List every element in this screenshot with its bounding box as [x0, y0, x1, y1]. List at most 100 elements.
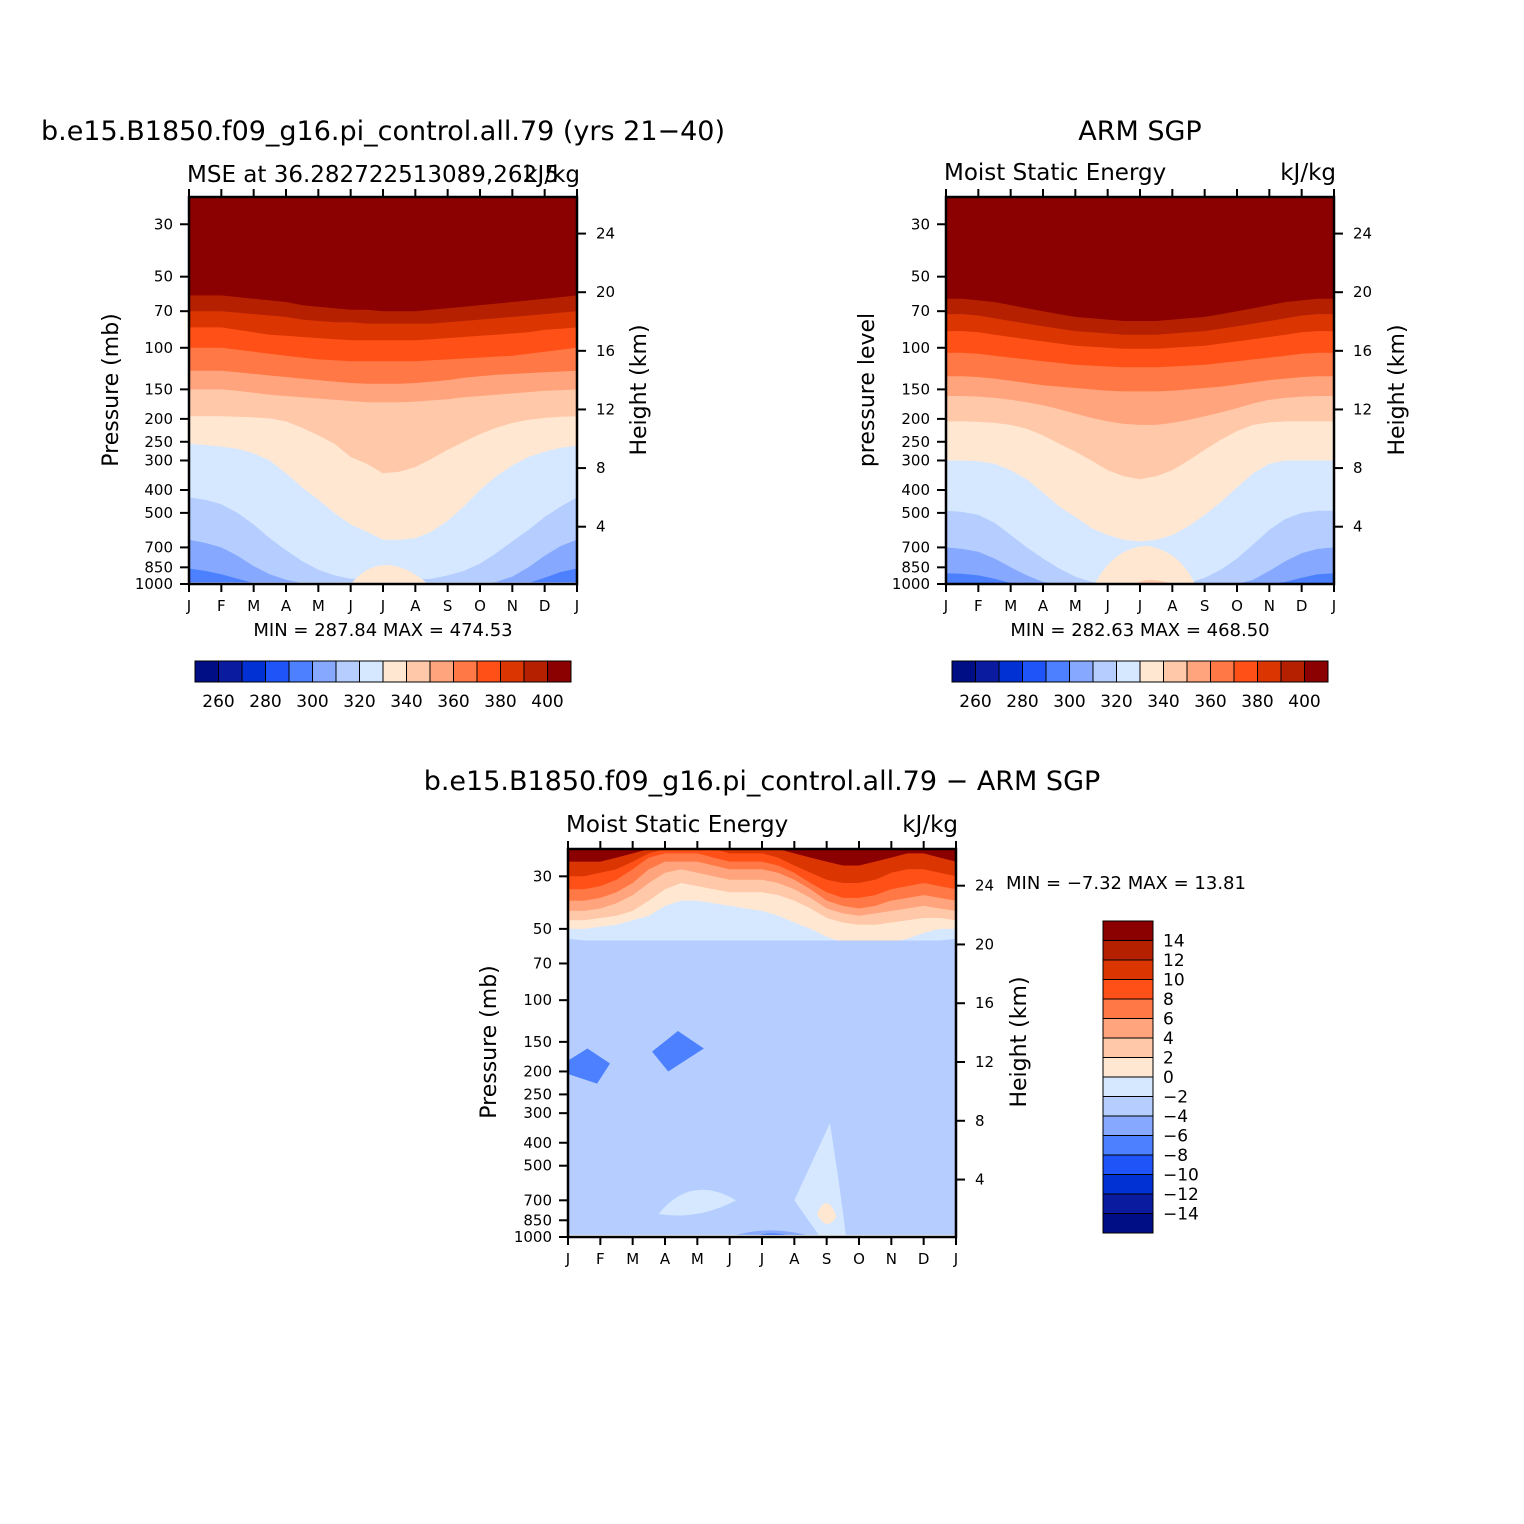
- x-tick-label: S: [1200, 597, 1210, 615]
- x-tick-label: J: [565, 1250, 570, 1268]
- y-tick-label: 700: [144, 538, 173, 556]
- colorbar-swatch: [1102, 940, 1154, 961]
- colorbar-swatch: [951, 660, 976, 683]
- y-tick-label-right: 24: [1353, 225, 1372, 243]
- y-tick-label-right: 12: [1353, 400, 1372, 418]
- colorbar-swatch: [406, 660, 431, 683]
- colorbar-label: −14: [1163, 1205, 1199, 1225]
- x-tick-label: M: [247, 597, 260, 615]
- colorbar-swatch: [218, 660, 243, 683]
- colorbar-label: −4: [1163, 1107, 1188, 1127]
- panel-obs-subtitle-left: Moist Static Energy: [944, 160, 1166, 186]
- x-tick-label: A: [789, 1250, 800, 1268]
- y-tick-label: 300: [901, 451, 930, 469]
- y-tick-label: 70: [154, 302, 173, 320]
- panel-obs-min-max: MIN = 282.63 MAX = 468.50: [1010, 620, 1269, 641]
- colorbar-swatch: [1186, 660, 1211, 683]
- y-tick-label: 50: [154, 268, 173, 286]
- colorbar-swatch: [1210, 660, 1235, 683]
- colorbar-label: 320: [1100, 692, 1132, 712]
- colorbar-label: −2: [1163, 1088, 1188, 1108]
- panel-diff-y-label: Pressure (mb): [477, 965, 502, 1119]
- x-tick-label: M: [626, 1250, 639, 1268]
- colorbar-swatch: [523, 660, 548, 683]
- colorbar-label: 340: [1147, 692, 1179, 712]
- colorbar-label: 280: [249, 692, 281, 712]
- panel-obs-colorbar: 260 280 300 320 340 360 380 400: [951, 660, 1329, 712]
- panel-model-min-max: MIN = 287.84 MAX = 474.53: [253, 620, 512, 641]
- y-tick-label: 250: [901, 433, 930, 451]
- colorbar-swatch: [1116, 660, 1141, 683]
- panel-model-title: b.e15.B1850.f09_g16.pi_control.all.79 (y…: [41, 116, 725, 147]
- x-tick-label: J: [1137, 597, 1142, 615]
- contour-band-warm-blob: [794, 1122, 847, 1237]
- x-tick-label: J: [726, 1250, 731, 1268]
- panel-obs-subtitle-right: kJ/kg: [1280, 160, 1336, 186]
- y-tick-label: 850: [901, 558, 930, 576]
- colorbar-swatch: [1102, 1018, 1154, 1039]
- colorbar-swatch: [1102, 1135, 1154, 1156]
- colorbar-swatch: [975, 660, 1000, 683]
- y-tick-label-right: 4: [596, 518, 606, 536]
- colorbar-label: 8: [1163, 990, 1174, 1010]
- contour-band-warm-core: [816, 1203, 837, 1225]
- x-tick-label: A: [1167, 597, 1178, 615]
- panel-model-subtitle-right: kJ/kg: [524, 162, 580, 188]
- x-tick-label: O: [474, 597, 486, 615]
- colorbar-swatch: [1280, 660, 1305, 683]
- contour-band: [946, 510, 1334, 584]
- y-tick-label: 100: [901, 339, 930, 357]
- y-tick-label: 500: [523, 1157, 552, 1175]
- contour-band-warm-blob: [658, 1189, 737, 1216]
- x-tick-label: F: [974, 597, 983, 615]
- y-tick-label: 500: [144, 504, 173, 522]
- x-tick-label: M: [312, 597, 325, 615]
- colorbar-label: 260: [202, 692, 234, 712]
- colorbar-swatch: [1163, 660, 1188, 683]
- y-tick-label: 150: [144, 380, 173, 398]
- x-tick-label: F: [596, 1250, 605, 1268]
- colorbar-label: 280: [1006, 692, 1038, 712]
- colorbar-swatch: [1102, 998, 1154, 1019]
- y-tick-label: 30: [533, 867, 552, 885]
- y-tick-label: 100: [523, 991, 552, 1009]
- y-tick-label: 400: [144, 481, 173, 499]
- y-tick-label: 70: [911, 302, 930, 320]
- panel-diff-y-label-right: Height (km): [1007, 976, 1032, 1107]
- colorbar-label: −12: [1163, 1185, 1199, 1205]
- colorbar-swatch: [1102, 1037, 1154, 1058]
- colorbar-swatch: [476, 660, 501, 683]
- x-tick-label: N: [507, 597, 518, 615]
- y-tick-label: 70: [533, 954, 552, 972]
- contour-band: [189, 497, 577, 584]
- y-tick-label: 400: [901, 481, 930, 499]
- panel-diff-subtitle-left: Moist Static Energy: [566, 812, 788, 838]
- y-tick-label: 850: [523, 1211, 552, 1229]
- colorbar-swatch: [1257, 660, 1282, 683]
- colorbar-swatch: [241, 660, 266, 683]
- y-tick-label: 500: [901, 504, 930, 522]
- panel-obs-y-label-right: Height (km): [1385, 324, 1410, 455]
- contour-band: [568, 938, 956, 1237]
- colorbar-swatch: [1102, 920, 1154, 941]
- colorbar-swatch: [382, 660, 407, 683]
- y-tick-label: 1000: [892, 575, 930, 593]
- colorbar-label: −10: [1163, 1166, 1199, 1186]
- y-tick-label: 200: [523, 1062, 552, 1080]
- y-tick-label-right: 8: [596, 459, 606, 477]
- x-tick-label: J: [347, 597, 352, 615]
- panel-obs-title: ARM SGP: [1078, 116, 1201, 147]
- y-tick-label-right: 24: [975, 877, 994, 895]
- x-tick-label: A: [410, 597, 421, 615]
- y-tick-label-right: 4: [975, 1171, 985, 1189]
- panel-diff-min-max: MIN = −7.32 MAX = 13.81: [1006, 873, 1246, 894]
- y-tick-label: 850: [144, 558, 173, 576]
- y-tick-label-right: 4: [1353, 518, 1363, 536]
- colorbar-swatch: [429, 660, 454, 683]
- y-tick-label: 200: [901, 410, 930, 428]
- colorbar-label: −6: [1163, 1127, 1188, 1147]
